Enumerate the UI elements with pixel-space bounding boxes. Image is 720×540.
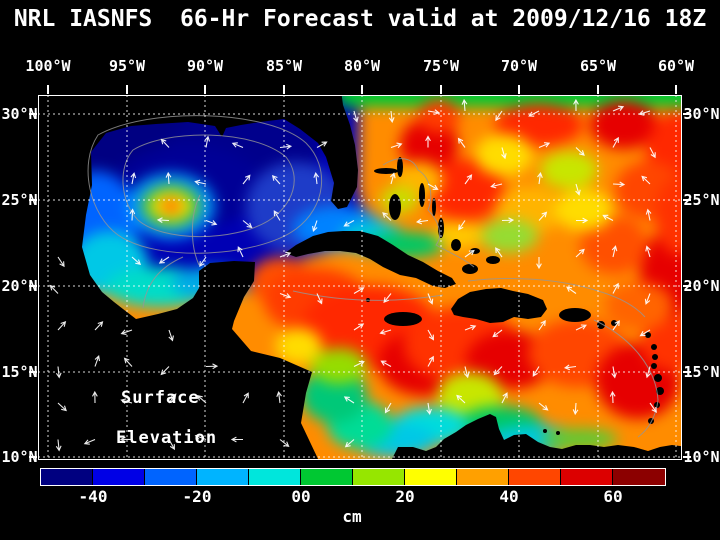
north-central-america-land (38, 95, 358, 460)
axis-tick (683, 285, 691, 287)
lon-label-60w: 60°W (657, 57, 695, 75)
hispaniola-land (451, 288, 547, 323)
lon-label-75w: 75°W (422, 57, 460, 75)
lat-label-left-10n: 10°N (1, 448, 38, 466)
colorbar-cell (613, 469, 665, 485)
lat-label-right-30n: 30°N (683, 105, 720, 123)
lat-label-left-30n: 30°N (1, 105, 38, 123)
lon-label-95w: 95°W (108, 57, 146, 75)
colorbar-tick-00: 00 (291, 487, 311, 506)
colorbar-cell (249, 469, 301, 485)
axis-tick (29, 113, 37, 115)
colorbar-cell (353, 469, 405, 485)
colorbar-tick-20: 20 (395, 487, 415, 506)
axis-tick (597, 85, 599, 94)
axis-tick (204, 85, 206, 94)
axis-tick (126, 85, 128, 94)
page-title: NRL IASNFS 66-Hr Forecast valid at 2009/… (13, 6, 707, 32)
axis-tick (29, 456, 37, 458)
puerto-rico-land (559, 308, 591, 322)
axis-tick (29, 199, 37, 201)
lat-label-left-15n: 15°N (1, 363, 38, 381)
colorbar-cell (197, 469, 249, 485)
axis-tick (283, 85, 285, 94)
axis-tick (361, 85, 363, 94)
lat-label-right-10n: 10°N (683, 448, 720, 466)
map-frame (38, 95, 682, 460)
bathymetry-contours (87, 115, 659, 438)
axis-tick (683, 456, 691, 458)
colorbar-cell (93, 469, 145, 485)
map-area (38, 95, 682, 460)
colorbar-tick-40: 40 (499, 487, 519, 506)
lat-label-right-15n: 15°N (683, 363, 720, 381)
axis-tick (518, 85, 520, 94)
current-vectors (49, 98, 657, 452)
lon-label-70w: 70°W (500, 57, 538, 75)
colorbar (40, 468, 666, 486)
axis-tick (683, 199, 691, 201)
colorbar-tick-60: 60 (603, 487, 623, 506)
axis-tick (29, 371, 37, 373)
colorbar-cell (509, 469, 561, 485)
lat-label-right-25n: 25°N (683, 191, 720, 209)
axis-tick (47, 85, 49, 94)
elevation-field (38, 95, 682, 460)
lon-label-80w: 80°W (343, 57, 381, 75)
lon-label-90w: 90°W (186, 57, 224, 75)
colorbar-cell (41, 469, 93, 485)
lon-label-65w: 65°W (579, 57, 617, 75)
colorbar-cell (405, 469, 457, 485)
field-name-label-line2: Elevation (116, 428, 218, 448)
lat-label-left-25n: 25°N (1, 191, 38, 209)
grid-lines (38, 95, 682, 460)
colorbar-unit-label: cm (342, 507, 362, 526)
colorbar-cell (301, 469, 353, 485)
lat-label-right-20n: 20°N (683, 277, 720, 295)
forecast-map (38, 95, 682, 460)
colorbar-cell (561, 469, 613, 485)
axis-tick (683, 371, 691, 373)
land-masses (38, 95, 682, 460)
jamaica-land (384, 312, 422, 326)
cuba-land (285, 231, 456, 288)
axis-tick (29, 285, 37, 287)
lat-label-left-20n: 20°N (1, 277, 38, 295)
colorbar-cell (457, 469, 509, 485)
south-america-land (391, 414, 682, 460)
axis-tick (675, 85, 677, 94)
colorbar-tick-neg40: -40 (78, 487, 108, 506)
colorbar-cell (145, 469, 197, 485)
field-name-label-line1: Surface (121, 388, 200, 408)
axis-tick (683, 113, 691, 115)
axis-tick (440, 85, 442, 94)
colorbar-tick-neg20: -20 (182, 487, 212, 506)
lon-label-100w: 100°W (25, 57, 71, 75)
lon-label-85w: 85°W (265, 57, 303, 75)
